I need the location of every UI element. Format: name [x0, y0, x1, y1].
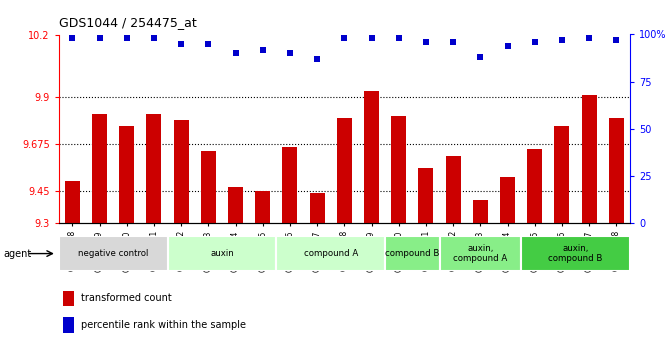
Bar [418, 168, 434, 223]
Bar [63, 290, 73, 306]
Point [203, 41, 214, 47]
Bar [609, 118, 624, 223]
Bar [473, 199, 488, 223]
Bar [500, 177, 515, 223]
Bar [92, 114, 107, 223]
Bar [582, 95, 597, 223]
Bar [527, 149, 542, 223]
Text: transformed count: transformed count [81, 293, 172, 303]
Point [584, 36, 595, 41]
Point [393, 36, 404, 41]
Point [285, 50, 295, 56]
Point [67, 36, 77, 41]
Text: GDS1044 / 254475_at: GDS1044 / 254475_at [59, 16, 196, 29]
Bar [174, 120, 188, 223]
Bar [65, 181, 80, 223]
Bar [337, 118, 352, 223]
Text: agent: agent [3, 249, 31, 258]
Point [448, 39, 458, 45]
Text: auxin,
compound A: auxin, compound A [453, 244, 508, 263]
Text: compound A: compound A [304, 249, 358, 258]
Bar [440, 236, 521, 271]
Point [475, 54, 486, 60]
Point [257, 47, 268, 52]
Point [556, 37, 567, 43]
Bar [59, 236, 168, 271]
Text: auxin,
compound B: auxin, compound B [548, 244, 603, 263]
Bar [201, 151, 216, 223]
Bar [554, 126, 569, 223]
Bar [277, 236, 385, 271]
Point [122, 36, 132, 41]
Point [366, 36, 377, 41]
Point [176, 41, 186, 47]
Text: auxin: auxin [210, 249, 234, 258]
Bar [391, 116, 406, 223]
Point [529, 39, 540, 45]
Point [421, 39, 432, 45]
Point [312, 56, 323, 62]
Bar [385, 236, 440, 271]
Bar [120, 126, 134, 223]
Bar [283, 147, 297, 223]
Bar [521, 236, 630, 271]
Bar [255, 191, 271, 223]
Point [611, 37, 622, 43]
Bar [446, 156, 461, 223]
Point [94, 36, 105, 41]
Text: negative control: negative control [78, 249, 148, 258]
Bar [168, 236, 277, 271]
Point [502, 43, 513, 49]
Bar [364, 91, 379, 223]
Bar [63, 317, 73, 333]
Text: percentile rank within the sample: percentile rank within the sample [81, 320, 246, 330]
Bar [146, 114, 162, 223]
Point [339, 36, 350, 41]
Point [148, 36, 160, 41]
Point [230, 50, 241, 56]
Text: compound B: compound B [385, 249, 440, 258]
Bar [228, 187, 243, 223]
Bar [310, 193, 325, 223]
